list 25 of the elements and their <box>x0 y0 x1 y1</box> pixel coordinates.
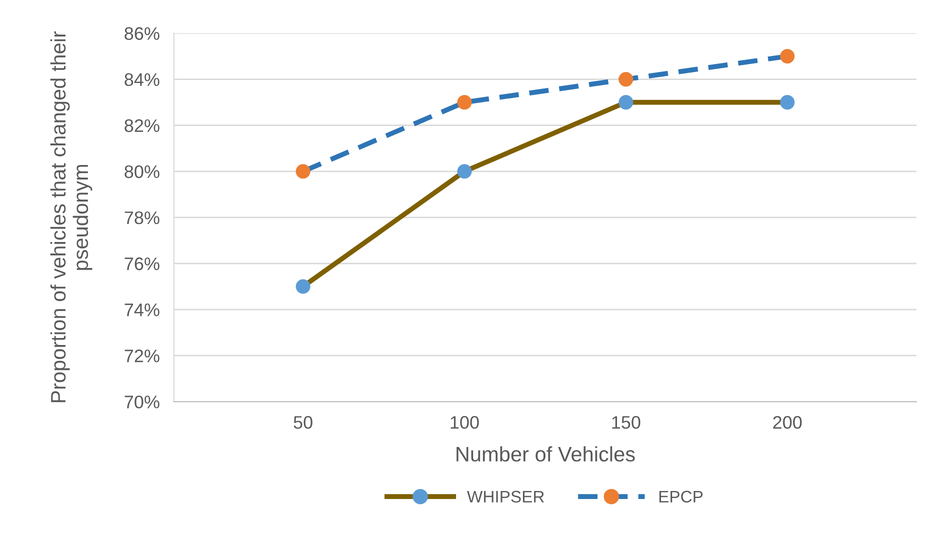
x-tick-label: 100 <box>450 416 479 429</box>
y-tick-label: 84% <box>124 73 160 86</box>
y-tick-label: 76% <box>124 257 160 270</box>
y-tick-label: 80% <box>124 165 160 178</box>
y-tick-label: 78% <box>124 211 160 224</box>
point <box>780 48 795 64</box>
x-tick-label: 150 <box>612 416 640 429</box>
y-tick-label: 82% <box>124 119 160 132</box>
x-tick-label: 200 <box>773 416 802 429</box>
point <box>457 164 472 179</box>
legend-label: EPCP <box>659 490 703 503</box>
point <box>618 95 634 110</box>
legend-label: WHIPSER <box>467 490 544 503</box>
point <box>296 164 310 179</box>
y-axis-title: Proportion of vehicles that changed their pseudonym <box>50 31 92 402</box>
point <box>296 279 310 294</box>
y-tick-label: 86% <box>124 27 160 40</box>
x-tick-label: 50 <box>294 416 312 429</box>
y-tick-label: 70% <box>124 396 160 408</box>
x-axis-title: Number of Vehicles <box>456 446 635 462</box>
y-tick-label: 74% <box>124 304 160 316</box>
point <box>457 95 472 110</box>
y-tick-label: 72% <box>124 350 160 362</box>
point <box>780 95 795 110</box>
point <box>618 72 634 87</box>
